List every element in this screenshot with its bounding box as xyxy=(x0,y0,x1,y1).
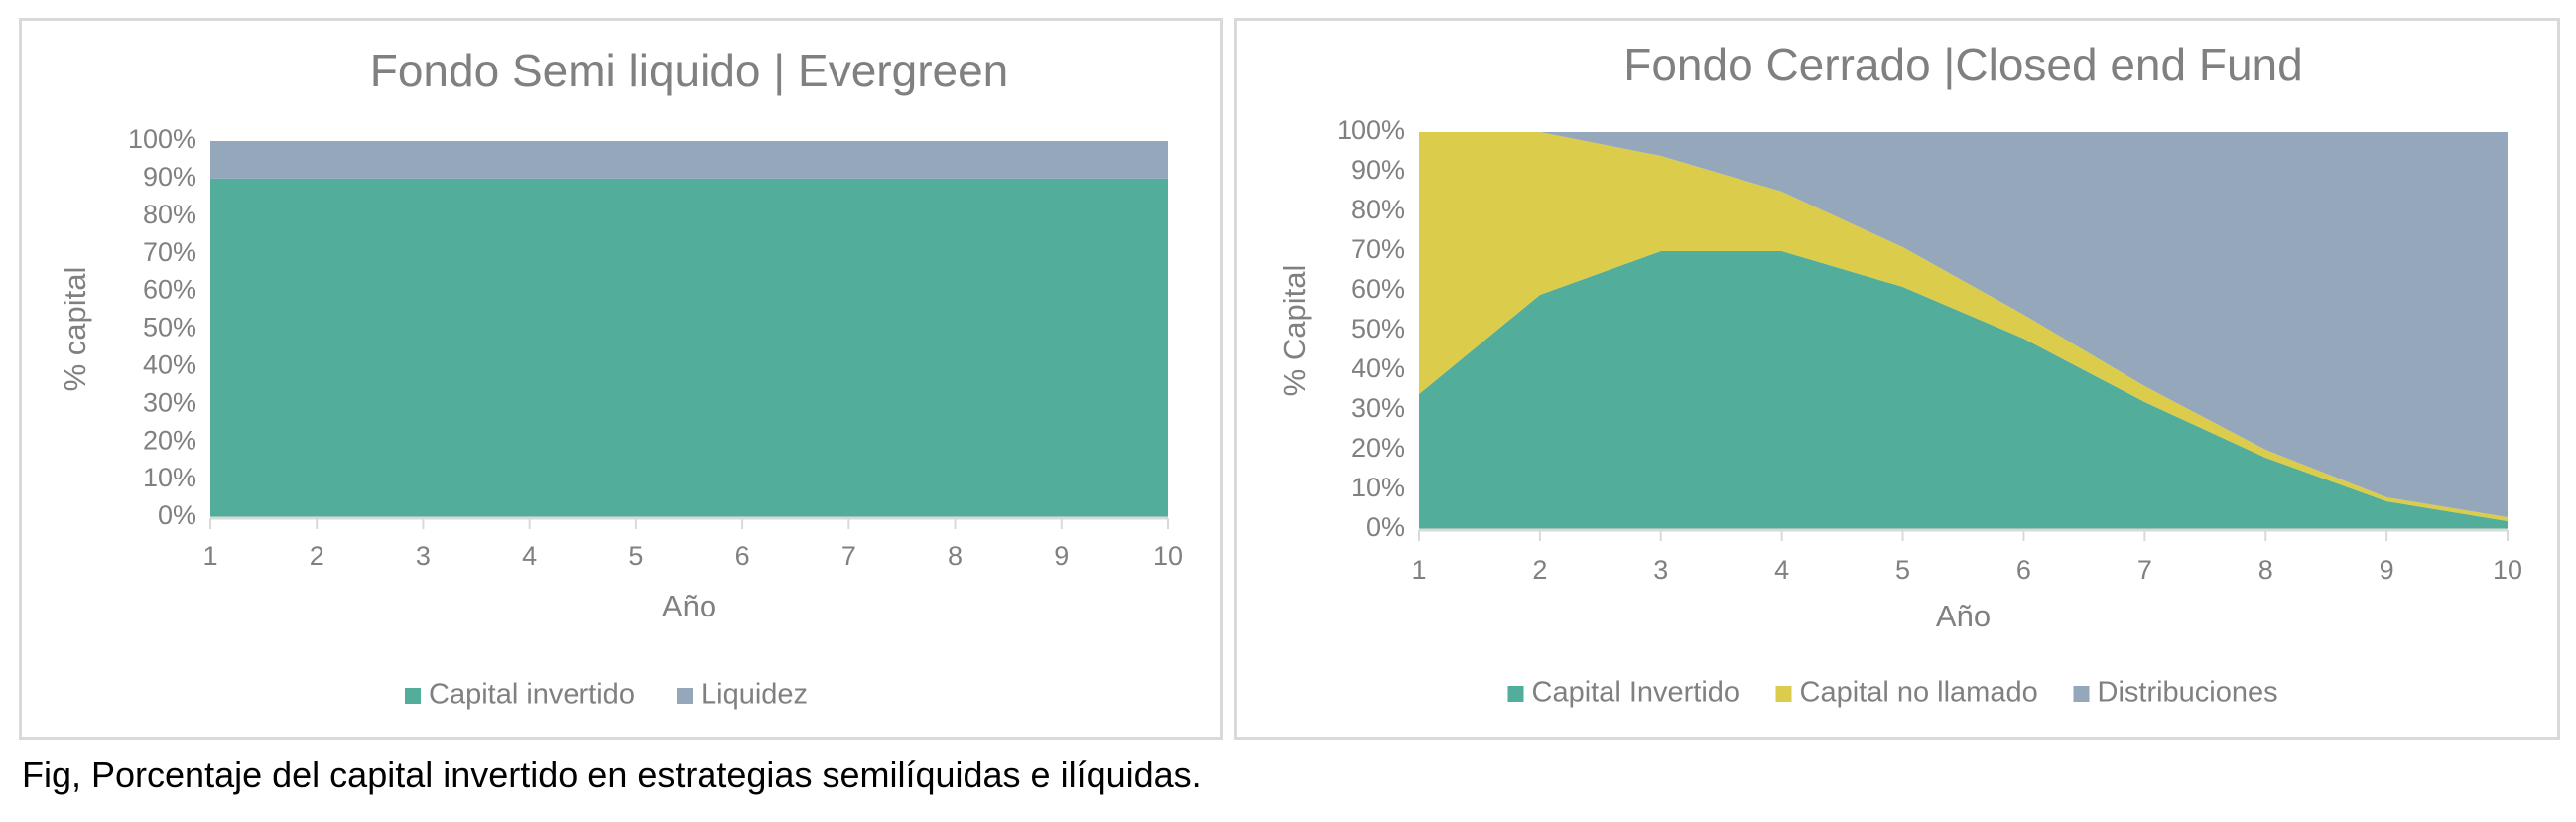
y-tick-label: 30% xyxy=(1352,393,1405,423)
y-tick-label: 90% xyxy=(143,162,196,192)
y-axis-title: % Capital xyxy=(1277,265,1312,397)
y-tick-label: 100% xyxy=(1337,115,1405,145)
closed-end-chart: Fondo Cerrado |Closed end Fund 1 2 3 4 5 6 7 8 9 1… xyxy=(1277,39,2522,709)
evergreen-chart: Fondo Semi liquido | Evergreen 1 2 3 4 5 6 7 8 9 1… xyxy=(58,45,1183,711)
y-tick-label: 80% xyxy=(143,200,196,229)
x-tick-label: 4 xyxy=(522,541,537,571)
legend-swatch-liquidez xyxy=(677,688,693,704)
legend-item-capital-invertido: Capital Invertido xyxy=(1507,677,1740,709)
chart-title: Fondo Cerrado |Closed end Fund xyxy=(1623,39,2302,90)
x-tick-label: 5 xyxy=(628,541,643,571)
y-tick-label: 10% xyxy=(1352,473,1405,502)
area-capital-no-llamado xyxy=(1419,132,2508,521)
x-tick-label: 1 xyxy=(1411,555,1426,585)
x-tick-label: 10 xyxy=(2493,555,2522,585)
y-axis-title: % capital xyxy=(58,267,92,392)
x-tick-label: 9 xyxy=(2380,555,2394,585)
x-tick-label: 6 xyxy=(2016,555,2031,585)
legend-item-distribuciones: Distribuciones xyxy=(2073,677,2278,709)
x-tick-label: 5 xyxy=(1895,555,1910,585)
y-tick-label: 20% xyxy=(1352,433,1405,463)
x-tick-label: 2 xyxy=(1532,555,1547,585)
x-tick-label: 8 xyxy=(948,541,963,571)
legend-label: Capital no llamado xyxy=(1800,677,2038,709)
legend-item-capital-no-llamado: Capital no llamado xyxy=(1775,677,2038,709)
legend-swatch-distribuciones xyxy=(2073,686,2090,702)
y-tick-label: 60% xyxy=(143,275,196,305)
x-tick-label: 7 xyxy=(841,541,856,571)
chart-title: Fondo Semi liquido | Evergreen xyxy=(370,45,1009,96)
x-tick-label: 8 xyxy=(2258,555,2273,585)
y-tick-label: 40% xyxy=(143,350,196,380)
y-tick-label: 20% xyxy=(143,425,196,455)
legend-item-liquidez: Liquidez xyxy=(677,679,808,711)
legend-label: Capital Invertido xyxy=(1532,677,1740,709)
y-tick-label: 0% xyxy=(158,500,196,530)
area-liquidez xyxy=(210,141,1168,179)
area-distribuciones xyxy=(1419,132,2508,517)
y-tick-label: 40% xyxy=(1352,353,1405,383)
x-axis-title: Año xyxy=(662,589,716,623)
legend-swatch-capital-no-llamado xyxy=(1775,686,1792,702)
area-capital-invertido xyxy=(210,178,1168,517)
y-tick-label: 70% xyxy=(143,237,196,267)
y-tick-label: 100% xyxy=(128,124,196,154)
x-tick-label: 6 xyxy=(735,541,750,571)
y-tick-label: 30% xyxy=(143,387,196,417)
chart-panel-closed-end: Fondo Cerrado |Closed end Fund 1 2 3 4 5 6 7 8 9 1… xyxy=(1234,18,2560,740)
x-tick-label: 10 xyxy=(1153,541,1183,571)
y-tick-label: 80% xyxy=(1352,195,1405,224)
x-tick-label: 3 xyxy=(1653,555,1668,585)
x-tick-label: 9 xyxy=(1054,541,1069,571)
x-tick-label: 2 xyxy=(310,541,324,571)
y-tick-label: 10% xyxy=(143,463,196,492)
y-tick-label: 70% xyxy=(1352,234,1405,264)
y-tick-label: 90% xyxy=(1352,155,1405,185)
legend-label: Distribuciones xyxy=(2098,677,2278,709)
legend-item-capital-invertido: Capital invertido xyxy=(405,679,635,711)
chart-panel-evergreen: Fondo Semi liquido | Evergreen 1 2 3 4 5 6 7 8 9 1… xyxy=(19,18,1223,740)
y-tick-label: 50% xyxy=(143,313,196,342)
legend-swatch-capital-invertido xyxy=(1507,686,1524,702)
figure-caption: Fig, Porcentaje del capital invertido en… xyxy=(22,754,1202,795)
area-capital-invertido xyxy=(1419,251,2508,529)
y-tick-label: 60% xyxy=(1352,274,1405,304)
legend-label: Liquidez xyxy=(701,679,808,711)
y-tick-label: 0% xyxy=(1366,512,1405,542)
legend-swatch-capital-invertido xyxy=(405,688,421,704)
x-tick-label: 7 xyxy=(2137,555,2152,585)
x-tick-label: 4 xyxy=(1774,555,1789,585)
legend-label: Capital invertido xyxy=(429,679,635,711)
x-axis-title: Año xyxy=(1936,599,1991,633)
x-tick-label: 1 xyxy=(202,541,217,571)
y-tick-label: 50% xyxy=(1352,314,1405,343)
x-tick-label: 3 xyxy=(416,541,431,571)
